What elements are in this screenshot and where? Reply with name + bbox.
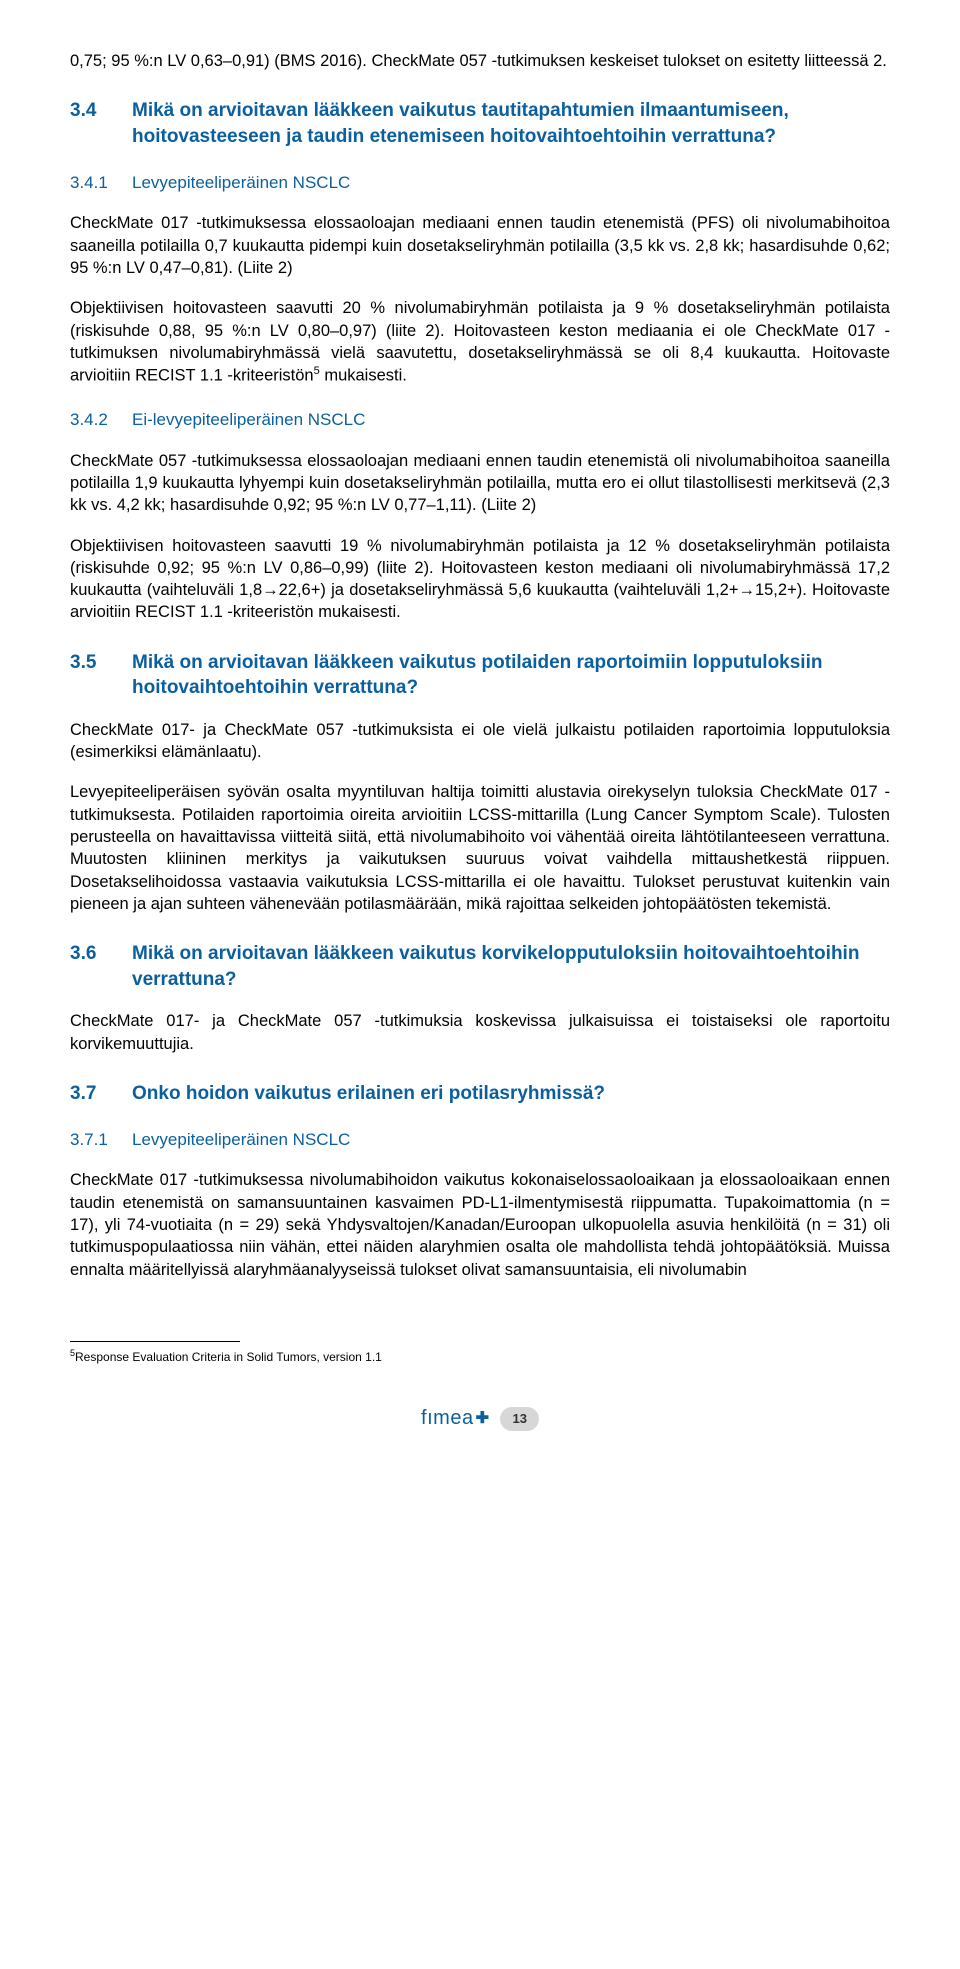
- heading-number: 3.4.1: [70, 172, 132, 195]
- heading-number: 3.6: [70, 941, 132, 992]
- heading-3-4-2: 3.4.2 Ei-levyepiteeliperäinen NSCLC: [70, 409, 890, 432]
- intro-paragraph: 0,75; 95 %:n LV 0,63–0,91) (BMS 2016). C…: [70, 50, 890, 72]
- paragraph-text-a: Objektiivisen hoitovasteen saavutti 20 %…: [70, 299, 890, 384]
- body-paragraph: CheckMate 057 -tutkimuksessa elossaoloaj…: [70, 450, 890, 517]
- heading-text: Levyepiteeliperäinen NSCLC: [132, 1129, 890, 1152]
- footnote-divider: [70, 1341, 240, 1342]
- heading-3-4: 3.4 Mikä on arvioitavan lääkkeen vaikutu…: [70, 98, 890, 149]
- heading-text: Mikä on arvioitavan lääkkeen vaikutus ko…: [132, 941, 890, 992]
- fimea-logo: fımea ✚: [421, 1405, 490, 1432]
- heading-3-7-1: 3.7.1 Levyepiteeliperäinen NSCLC: [70, 1129, 890, 1152]
- heading-number: 3.5: [70, 650, 132, 701]
- page-footer: fımea ✚ 13: [70, 1405, 890, 1432]
- logo-text: fımea: [421, 1405, 474, 1432]
- footnote-text: 5Response Evaluation Criteria in Solid T…: [70, 1348, 890, 1366]
- heading-number: 3.4.2: [70, 409, 132, 432]
- heading-number: 3.7.1: [70, 1129, 132, 1152]
- paragraph-text-b: mukaisesti.: [320, 367, 407, 385]
- heading-text: Ei-levyepiteeliperäinen NSCLC: [132, 409, 890, 432]
- heading-3-5: 3.5 Mikä on arvioitavan lääkkeen vaikutu…: [70, 650, 890, 701]
- logo-cross-icon: ✚: [476, 1408, 490, 1430]
- body-paragraph: CheckMate 017- ja CheckMate 057 -tutkimu…: [70, 1010, 890, 1055]
- heading-text: Mikä on arvioitavan lääkkeen vaikutus ta…: [132, 98, 890, 149]
- body-paragraph: Levyepiteeliperäisen syövän osalta myynt…: [70, 781, 890, 915]
- footnote-content: Response Evaluation Criteria in Solid Tu…: [75, 1350, 382, 1364]
- heading-3-4-1: 3.4.1 Levyepiteeliperäinen NSCLC: [70, 172, 890, 195]
- heading-text: Onko hoidon vaikutus erilainen eri potil…: [132, 1081, 890, 1107]
- body-paragraph: Objektiivisen hoitovasteen saavutti 20 %…: [70, 297, 890, 387]
- heading-3-6: 3.6 Mikä on arvioitavan lääkkeen vaikutu…: [70, 941, 890, 992]
- body-paragraph: Objektiivisen hoitovasteen saavutti 19 %…: [70, 535, 890, 624]
- heading-text: Mikä on arvioitavan lääkkeen vaikutus po…: [132, 650, 890, 701]
- heading-number: 3.7: [70, 1081, 132, 1107]
- heading-number: 3.4: [70, 98, 132, 149]
- heading-3-7: 3.7 Onko hoidon vaikutus erilainen eri p…: [70, 1081, 890, 1107]
- heading-text: Levyepiteeliperäinen NSCLC: [132, 172, 890, 195]
- body-paragraph: CheckMate 017- ja CheckMate 057 -tutkimu…: [70, 719, 890, 764]
- page-number: 13: [500, 1407, 538, 1431]
- body-paragraph: CheckMate 017 -tutkimuksessa nivolumabih…: [70, 1169, 890, 1280]
- body-paragraph: CheckMate 017 -tutkimuksessa elossaoloaj…: [70, 212, 890, 279]
